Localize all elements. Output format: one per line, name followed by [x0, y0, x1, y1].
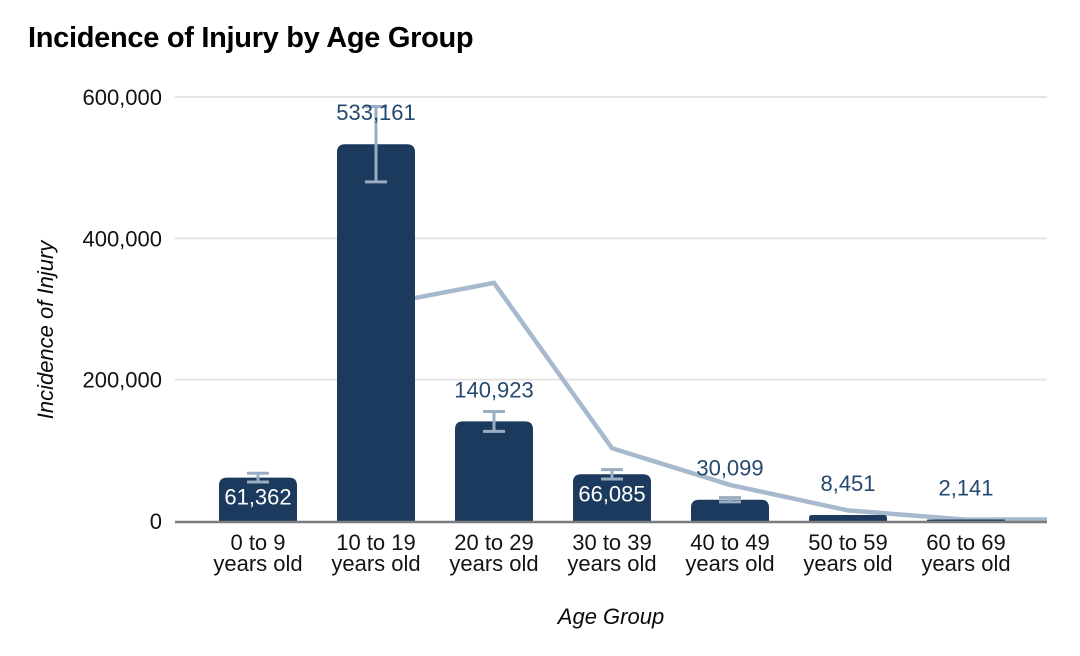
x-tick-label-line1: 10 to 19	[336, 530, 416, 555]
y-tick-label: 0	[150, 509, 162, 534]
x-tick-label-line2: years old	[921, 551, 1010, 576]
x-tick-label-line1: 40 to 49	[690, 530, 770, 555]
bar-data-label: 30,099	[696, 456, 763, 481]
chart-title: Incidence of Injury by Age Group	[28, 22, 474, 54]
x-tick-label-line2: years old	[213, 551, 302, 576]
x-tick-label-line1: 50 to 59	[808, 530, 888, 555]
x-tick-label-line1: 0 to 9	[230, 530, 285, 555]
bar-40-to-49-years-old	[691, 499, 769, 521]
bar-50-to-59-years-old	[809, 515, 887, 521]
x-tick-label-line2: years old	[331, 551, 420, 576]
bar-data-label: 61,362	[224, 485, 291, 510]
bar-60-to-69-years-old	[927, 519, 1005, 521]
y-tick-label: 200,000	[82, 368, 162, 393]
bar-0-to-9-years-old	[219, 477, 297, 521]
x-tick-label-line2: years old	[685, 551, 774, 576]
y-tick-label: 400,000	[82, 226, 162, 251]
x-axis-title: Age Group	[557, 604, 665, 629]
bar-data-label: 66,085	[578, 481, 645, 506]
bar-data-label: 140,923	[454, 377, 534, 402]
x-tick-label-line2: years old	[803, 551, 892, 576]
bar-data-label: 2,141	[938, 475, 993, 500]
bar-10-to-19-years-old	[337, 144, 415, 521]
x-tick-label-line2: years old	[567, 551, 656, 576]
bar-data-label: 533,161	[336, 100, 416, 125]
x-tick-label-line1: 20 to 29	[454, 530, 534, 555]
x-tick-label-line2: years old	[449, 551, 538, 576]
x-tick-label-line1: 60 to 69	[926, 530, 1006, 555]
x-tick-label-line1: 30 to 39	[572, 530, 652, 555]
bar-30-to-39-years-old	[573, 474, 651, 521]
bar-data-label: 8,451	[820, 471, 875, 496]
y-tick-label: 600,000	[82, 85, 162, 110]
bar-20-to-29-years-old	[455, 421, 533, 521]
